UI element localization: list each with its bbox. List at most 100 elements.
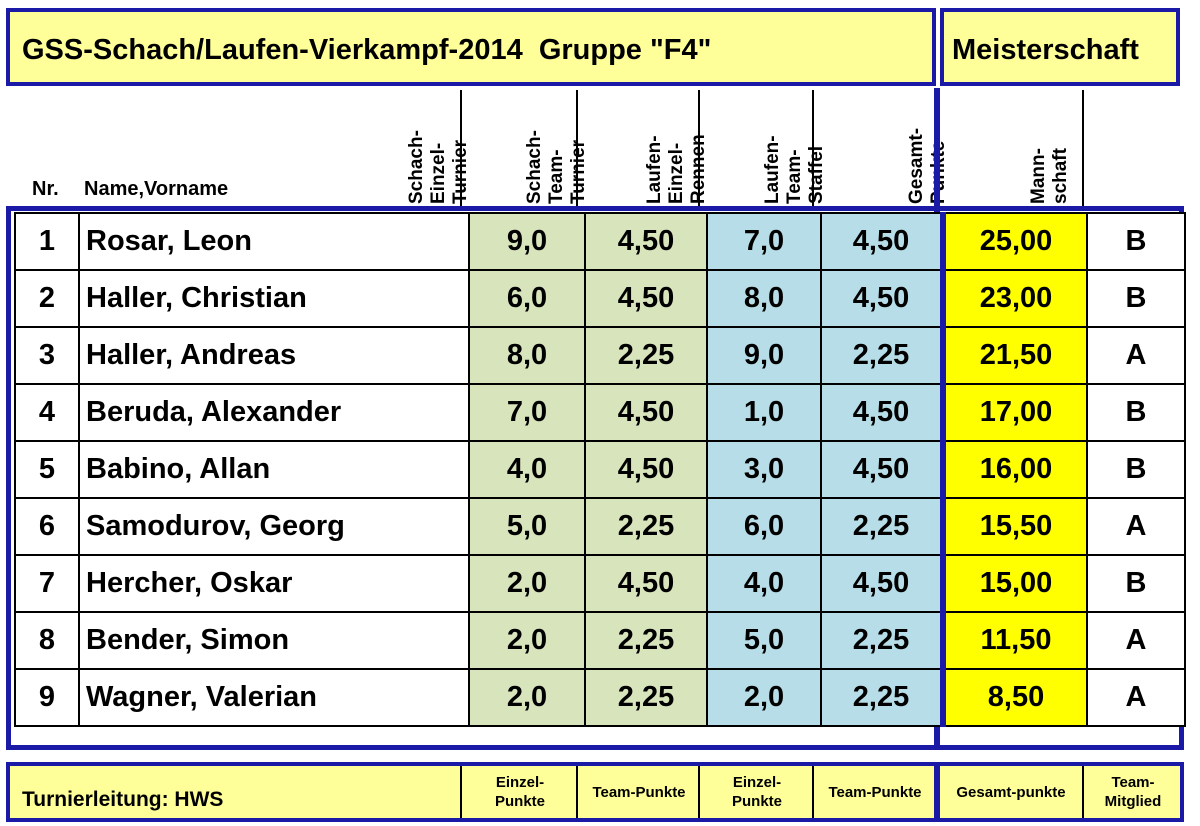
cell-schach-einzel: 8,0 [468,326,586,385]
cell-laufen-team: 2,25 [820,326,944,385]
cell-schach-einzel: 6,0 [468,269,586,328]
legend-laufen-team: Team-Punkte [812,766,936,818]
cell-gesamt: 17,00 [940,383,1088,442]
cell-laufen-team: 2,25 [820,497,944,556]
cell-schach-einzel: 2,0 [468,668,586,727]
cell-schach-team: 4,50 [584,212,708,271]
legend-laufen-team-label: Team-Punkte [828,783,922,801]
cell-laufen-einzel: 4,0 [706,554,822,613]
legend-schach-einzel-label: Einzel- Punkte [494,774,545,810]
cell-mannschaft: B [1086,554,1186,613]
cell-schach-team: 2,25 [584,326,708,385]
cell-gesamt: 15,50 [940,497,1088,556]
championship-banner: Meisterschaft [940,8,1180,86]
cell-mannschaft: B [1086,383,1186,442]
cell-nr: 8 [14,611,80,670]
cell-gesamt: 16,00 [940,440,1088,499]
header-laufen-einzel-label: Laufen- Einzel- Rennen [644,134,709,204]
cell-mannschaft: B [1086,212,1186,271]
cell-schach-einzel: 4,0 [468,440,586,499]
legend-schach-team-label: Team-Punkte [592,783,686,801]
legend-mannschaft-label: Team- Mitglied [1104,774,1162,810]
header-mannschaft-label: Mann- schaft [1028,148,1071,204]
cell-laufen-einzel: 9,0 [706,326,822,385]
table-row: 7 Hercher, Oskar 2,0 4,50 4,0 4,50 15,00… [14,554,1186,613]
cell-gesamt: 23,00 [940,269,1088,328]
cell-gesamt: 8,50 [940,668,1088,727]
header-gesamt-label: Gesamt- Punkte [906,127,949,204]
results-table: 1 Rosar, Leon 9,0 4,50 7,0 4,50 25,00 B … [14,212,1186,727]
cell-nr: 4 [14,383,80,442]
footer-banner: Turnierleitung: HWS [6,762,1184,822]
cell-schach-einzel: 2,0 [468,611,586,670]
cell-laufen-einzel: 7,0 [706,212,822,271]
table-row: 1 Rosar, Leon 9,0 4,50 7,0 4,50 25,00 B [14,212,1186,271]
cell-name: Haller, Andreas [78,326,470,385]
cell-schach-einzel: 2,0 [468,554,586,613]
cell-name: Haller, Christian [78,269,470,328]
table-row: 9 Wagner, Valerian 2,0 2,25 2,0 2,25 8,5… [14,668,1186,727]
cell-laufen-einzel: 1,0 [706,383,822,442]
cell-mannschaft: B [1086,269,1186,328]
cell-nr: 3 [14,326,80,385]
cell-schach-team: 2,25 [584,497,708,556]
cell-schach-einzel: 5,0 [468,497,586,556]
cell-schach-team: 2,25 [584,668,708,727]
cell-nr: 7 [14,554,80,613]
legend-gesamt: Gesamt-punkte [940,766,1082,818]
legend-laufen-einzel-label: Einzel- Punkte [731,774,782,810]
table-row: 4 Beruda, Alexander 7,0 4,50 1,0 4,50 17… [14,383,1186,442]
cell-gesamt: 25,00 [940,212,1088,271]
cell-laufen-einzel: 6,0 [706,497,822,556]
table-row: 3 Haller, Andreas 8,0 2,25 9,0 2,25 21,5… [14,326,1186,385]
header-schach-einzel: Schach- Einzel- Turnier [406,90,578,208]
cell-mannschaft: A [1086,497,1186,556]
cell-nr: 6 [14,497,80,556]
cell-nr: 9 [14,668,80,727]
cell-laufen-einzel: 3,0 [706,440,822,499]
cell-laufen-team: 4,50 [820,440,944,499]
cell-schach-team: 2,25 [584,611,708,670]
legend-laufen-einzel: Einzel- Punkte [698,766,814,818]
header-nr: Nr. [32,178,59,200]
title-banner: GSS-Schach/Laufen-Vierkampf-2014 Gruppe … [6,8,936,86]
cell-gesamt: 11,50 [940,611,1088,670]
cell-name: Hercher, Oskar [78,554,470,613]
cell-name: Beruda, Alexander [78,383,470,442]
table-row: 5 Babino, Allan 4,0 4,50 3,0 4,50 16,00 … [14,440,1186,499]
cell-laufen-team: 2,25 [820,668,944,727]
cell-laufen-team: 4,50 [820,269,944,328]
cell-schach-team: 4,50 [584,440,708,499]
footer-organizer: Turnierleitung: HWS [22,788,224,811]
cell-name: Babino, Allan [78,440,470,499]
header-laufen-einzel: Laufen- Einzel- Rennen [644,90,814,208]
cell-schach-team: 4,50 [584,383,708,442]
header-mannschaft: Mann- schaft [1028,90,1186,208]
cell-schach-einzel: 9,0 [468,212,586,271]
cell-gesamt: 15,00 [940,554,1088,613]
header-schach-einzel-label: Schach- Einzel- Turnier [406,130,471,204]
footer-divider [934,762,940,822]
cell-laufen-team: 4,50 [820,554,944,613]
header-schach-team: Schach- Team- Turnier [524,90,700,208]
cell-laufen-team: 4,50 [820,383,944,442]
cell-nr: 2 [14,269,80,328]
legend-gesamt-label: Gesamt-punkte [956,783,1066,801]
cell-schach-einzel: 7,0 [468,383,586,442]
cell-laufen-team: 4,50 [820,212,944,271]
legend-schach-einzel: Einzel- Punkte [460,766,578,818]
table-row: 8 Bender, Simon 2,0 2,25 5,0 2,25 11,50 … [14,611,1186,670]
cell-mannschaft: B [1086,440,1186,499]
cell-mannschaft: A [1086,326,1186,385]
legend-mannschaft: Team- Mitglied [1082,766,1182,818]
cell-laufen-team: 2,25 [820,611,944,670]
table-row: 6 Samodurov, Georg 5,0 2,25 6,0 2,25 15,… [14,497,1186,556]
page-title: GSS-Schach/Laufen-Vierkampf-2014 Gruppe … [22,34,712,66]
cell-mannschaft: A [1086,611,1186,670]
cell-schach-team: 4,50 [584,554,708,613]
cell-schach-team: 4,50 [584,269,708,328]
cell-laufen-einzel: 5,0 [706,611,822,670]
cell-name: Wagner, Valerian [78,668,470,727]
cell-name: Bender, Simon [78,611,470,670]
header-name: Name,Vorname [84,178,229,200]
